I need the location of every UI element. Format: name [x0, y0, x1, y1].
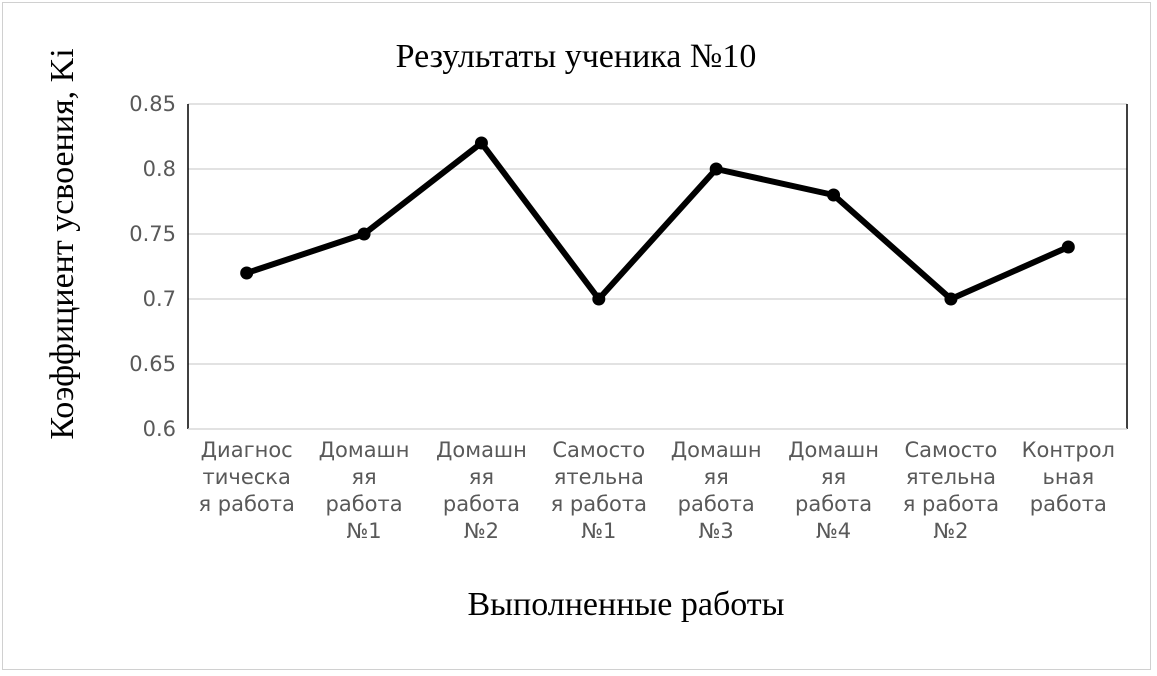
x-category-label-line: работа [678, 492, 755, 516]
x-category-label-line: яя [351, 465, 376, 489]
x-category-label-line: №4 [816, 519, 851, 543]
data-point [592, 292, 606, 306]
x-category-label: Контрол ьная работа [1022, 438, 1115, 516]
data-point [357, 227, 371, 241]
data-point [827, 188, 841, 202]
x-category-label-line: Контрол [1022, 438, 1115, 462]
x-category-label-line: яя [469, 465, 494, 489]
x-category-label: Домашн яя работа №1 [319, 438, 410, 543]
x-category-label: Домашн яя работа №3 [671, 438, 762, 543]
x-category-label: Самосто ятельна я работа №1 [551, 438, 647, 543]
x-category-label-line: №2 [933, 519, 968, 543]
x-category-label: Диагнос тическа я работа [198, 438, 294, 516]
y-tick-label: 0.8 [143, 157, 176, 181]
x-category-label-line: №2 [464, 519, 499, 543]
x-category-label-line: работа [1030, 492, 1107, 516]
data-point [1061, 240, 1075, 254]
x-category-label-line: работа [443, 492, 520, 516]
x-category-label: Домашн яя работа №4 [788, 438, 879, 543]
x-category-label-line: ятельна [554, 465, 644, 489]
y-tick-labels: 0.6 0.65 0.7 0.75 0.8 0.85 [129, 92, 176, 441]
x-category-label-line: Диагнос [201, 438, 293, 462]
x-category-label-line: Домашн [671, 438, 762, 462]
series-line [240, 136, 1075, 306]
x-category-label-line: работа [326, 492, 403, 516]
y-tick-label: 0.75 [129, 222, 176, 246]
x-category-label-line: Домашн [319, 438, 410, 462]
x-category-label-line: яя [821, 465, 846, 489]
x-category-label-line: №1 [581, 519, 616, 543]
x-category-label-line: яя [704, 465, 729, 489]
y-tick-label: 0.65 [129, 352, 176, 376]
x-axis-title: Выполненные работы [467, 586, 785, 623]
x-category-label: Самосто ятельна я работа №2 [903, 438, 999, 543]
x-category-label-line: тическа [203, 465, 291, 489]
y-tick-label: 0.7 [143, 287, 176, 311]
data-point [709, 162, 723, 176]
x-category-label-line: ятельна [906, 465, 996, 489]
x-category-label-line: Самосто [905, 438, 998, 462]
x-category-label-line: работа [795, 492, 872, 516]
x-category-label-line: Самосто [552, 438, 645, 462]
y-tick-label: 0.6 [143, 417, 176, 441]
data-point [474, 136, 488, 150]
series-line [243, 140, 1072, 302]
x-category-label-line: я работа [903, 492, 999, 516]
x-category-label-line: я работа [198, 492, 294, 516]
x-category-label-line: №1 [346, 519, 381, 543]
chart-title: Результаты ученика №10 [395, 38, 757, 75]
x-category-label-line: №3 [699, 519, 734, 543]
x-category-label-line: Домашн [436, 438, 527, 462]
data-point [240, 266, 254, 280]
axes [187, 104, 1128, 430]
x-category-label-line: я работа [551, 492, 647, 516]
x-category-label-line: Домашн [788, 438, 879, 462]
data-point [944, 292, 958, 306]
x-category-label-line: ьная [1043, 465, 1095, 489]
x-category-label: Домашн яя работа №2 [436, 438, 527, 543]
y-tick-label: 0.85 [129, 92, 176, 116]
